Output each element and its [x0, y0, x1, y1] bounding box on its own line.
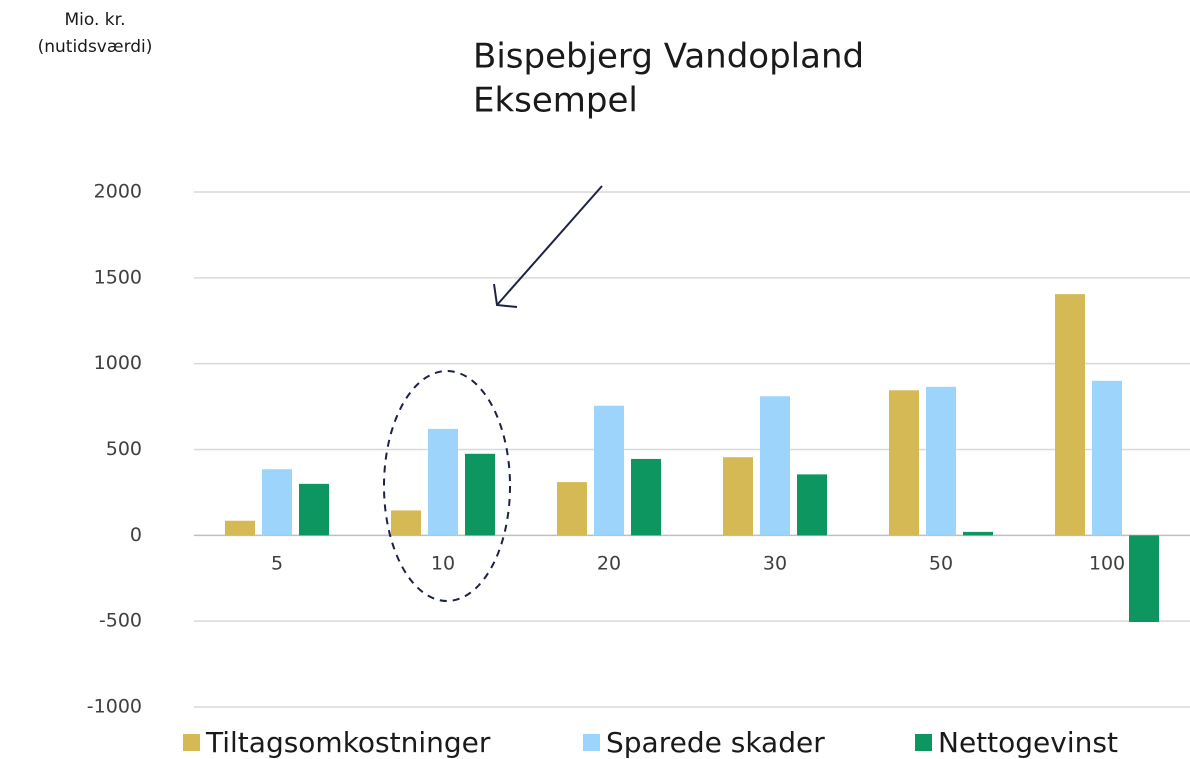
bar	[1129, 535, 1159, 623]
x-tick-label: 10	[431, 553, 455, 575]
x-tick-label: 30	[763, 553, 787, 575]
legend-swatch	[183, 734, 200, 751]
x-tick-label: 5	[271, 553, 283, 575]
legend-swatch	[915, 734, 932, 751]
bar	[225, 520, 255, 536]
y-tick-label: 500	[106, 438, 142, 460]
bar	[428, 428, 458, 536]
bar	[594, 405, 624, 536]
legend-label: Sparede skader	[606, 726, 825, 759]
x-tick-label: 50	[929, 553, 953, 575]
bar	[797, 474, 827, 536]
arrow-head	[493, 283, 518, 308]
bar	[723, 457, 753, 536]
chart-subtitle: Eksempel	[473, 81, 638, 121]
y-tick-label: -1000	[87, 696, 142, 718]
y-tick-label: -500	[99, 610, 142, 632]
bar	[391, 510, 421, 536]
bar	[299, 483, 329, 536]
bar	[262, 469, 292, 536]
bar	[465, 453, 495, 536]
bar	[557, 482, 587, 536]
legend-label: Tiltagsomkostninger	[205, 726, 491, 759]
legend-label: Nettogevinst	[938, 726, 1118, 759]
bar	[889, 390, 919, 536]
bar	[631, 458, 661, 536]
bar	[760, 396, 790, 536]
unit-label: Mio. kr.	[65, 10, 126, 30]
y-tick-label: 1000	[94, 352, 142, 374]
bar	[926, 386, 956, 536]
highlight-ellipse	[383, 370, 511, 602]
x-tick-label: 100	[1089, 553, 1125, 575]
legend-swatch	[583, 734, 600, 751]
y-tick-label: 1500	[94, 266, 142, 288]
bar	[963, 531, 993, 536]
arrow	[496, 185, 603, 306]
chart-title: Bispebjerg Vandopland	[473, 37, 864, 77]
unit-label: (nutidsværdi)	[38, 37, 153, 57]
y-tick-label: 2000	[94, 181, 142, 203]
y-tick-label: 0	[130, 524, 142, 546]
bar	[1092, 380, 1122, 536]
bar	[1055, 294, 1085, 536]
x-tick-label: 20	[597, 553, 621, 575]
